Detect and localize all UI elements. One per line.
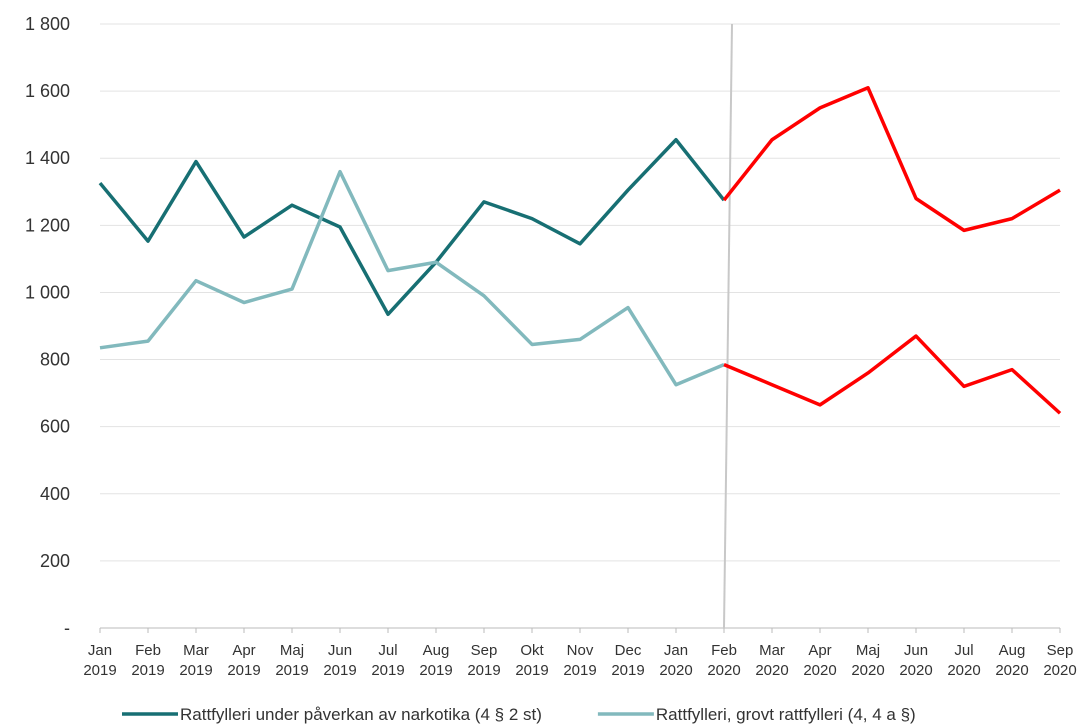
x-tick-label: Okt 2019 (515, 642, 548, 679)
x-tick-label: Maj 2019 (275, 642, 308, 679)
x-tick-label: Jun 2019 (323, 642, 356, 679)
x-tick-label: Jan 2020 (659, 642, 692, 679)
x-tick-label: Apr 2020 (803, 642, 836, 679)
x-tick-label: Mar 2019 (179, 642, 212, 679)
x-tick-label: Sep 2019 (467, 642, 500, 679)
x-tick-label: Maj 2020 (851, 642, 884, 679)
x-tick-label: Apr 2019 (227, 642, 260, 679)
y-tick-label: 1 000 (25, 282, 70, 302)
x-tick-label: Jun 2020 (899, 642, 932, 679)
y-tick-label: 1 800 (25, 14, 70, 34)
legend-label: Rattfylleri under påverkan av narkotika … (180, 705, 542, 724)
series-line (723, 334, 1062, 415)
y-tick-label: 1 600 (25, 81, 70, 101)
x-tick-label: Dec 2019 (611, 642, 644, 679)
x-tick-label: Aug 2020 (995, 642, 1028, 679)
x-tick-label: Mar 2020 (755, 642, 788, 679)
x-tick-label: Jan 2019 (83, 642, 116, 679)
x-tick-label: Feb 2020 (707, 642, 740, 679)
x-tick-label: Aug 2019 (419, 642, 452, 679)
x-tick-label: Jul 2019 (371, 642, 404, 679)
legend-label: Rattfylleri, grovt rattfylleri (4, 4 a §… (656, 705, 916, 724)
x-tick-label: Sep 2020 (1043, 642, 1076, 679)
x-tick-label: Nov 2019 (563, 642, 596, 679)
x-tick-label: Feb 2019 (131, 642, 164, 679)
series-line (99, 169, 725, 387)
y-tick-label: 600 (40, 417, 70, 437)
y-tick-label: 200 (40, 551, 70, 571)
y-tick-label: 800 (40, 350, 70, 370)
x-tick-label: Jul 2020 (947, 642, 980, 679)
y-tick-label: - (64, 618, 70, 638)
legend: Rattfylleri under påverkan av narkotika … (122, 705, 916, 724)
y-tick-label: 400 (40, 484, 70, 504)
series-line (722, 86, 1061, 233)
y-tick-label: 1 400 (25, 148, 70, 168)
series-line (98, 138, 726, 317)
y-tick-label: 1 200 (25, 215, 70, 235)
highlight-divider (723, 23, 733, 629)
